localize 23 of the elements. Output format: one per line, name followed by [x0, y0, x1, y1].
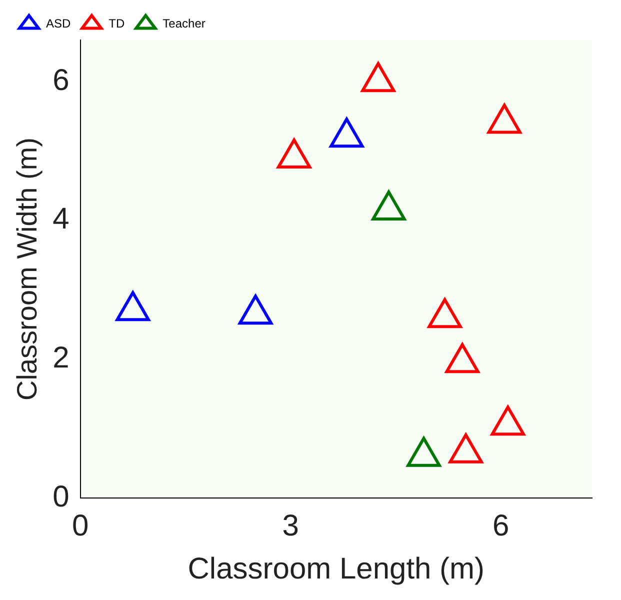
x-tick-label: 6 — [492, 509, 510, 542]
legend-label: TD — [108, 16, 126, 30]
point — [361, 62, 396, 92]
point — [116, 291, 150, 322]
x-axis-title: Classroom Length (m) — [188, 552, 485, 586]
point — [330, 118, 364, 148]
point — [238, 294, 273, 325]
point — [487, 104, 522, 134]
point — [445, 343, 480, 374]
point — [490, 406, 525, 436]
legend-label: Teacher — [162, 16, 206, 30]
point — [428, 298, 462, 328]
point — [372, 190, 406, 221]
point — [276, 138, 312, 168]
legend-label: ASD — [46, 16, 72, 30]
point — [406, 436, 441, 467]
y-axis-title: Classroom Width (m) — [12, 138, 43, 400]
x-tick-label: 3 — [282, 509, 299, 542]
y-tick-label: 6 — [52, 64, 70, 97]
y-tick-label: 2 — [52, 341, 70, 374]
y-tick-label: 0 — [52, 480, 70, 514]
y-tick-label: 4 — [52, 202, 70, 236]
point — [448, 433, 483, 464]
